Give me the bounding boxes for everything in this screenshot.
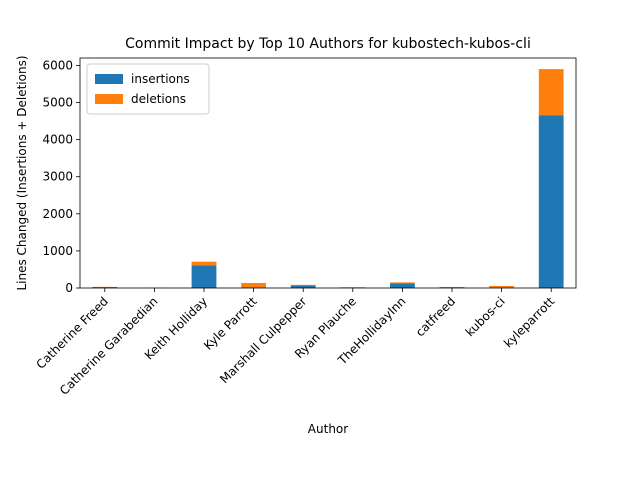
bar-deletions-3 [241, 282, 266, 288]
legend-swatch-insertions [95, 74, 123, 84]
y-tick-label-0: 0 [65, 281, 73, 295]
bar-deletions-8 [489, 285, 514, 288]
legend-swatch-deletions [95, 94, 123, 104]
bar-insertions-2 [191, 265, 217, 288]
x-tick-label-1: Catherine Garabedian [57, 294, 160, 397]
y-tick-label-4: 4000 [42, 133, 73, 147]
bar-deletions-6 [390, 282, 415, 284]
x-axis-label: Author [308, 422, 348, 436]
bar-deletions-9 [538, 69, 564, 116]
y-tick-label-2: 2000 [42, 207, 73, 221]
chart-title: Commit Impact by Top 10 Authors for kubo… [125, 36, 531, 52]
bar-insertions-9 [538, 115, 564, 288]
y-axis: 0 1000 2000 3000 4000 5000 6000 [42, 58, 80, 295]
y-tick-label-1: 1000 [42, 244, 73, 258]
bar-insertions-0 [92, 287, 118, 288]
x-tick-label-9: kyleparrott [501, 294, 557, 350]
bar-deletions-2 [191, 261, 217, 266]
y-tick-label-3: 3000 [42, 170, 73, 184]
legend: insertions deletions [86, 63, 210, 115]
y-tick-label-5: 5000 [42, 96, 73, 110]
y-tick-label-6: 6000 [42, 58, 73, 72]
legend-label-deletions: deletions [131, 92, 186, 106]
x-tick-label-8: kubos-ci [463, 294, 508, 339]
bar-insertions-7 [439, 287, 465, 288]
legend-label-insertions: insertions [131, 72, 190, 86]
bar-insertions-4 [290, 285, 316, 288]
bars [92, 69, 564, 288]
x-tick-label-4: Marshall Culpepper [217, 294, 309, 386]
plot-frame [79, 57, 577, 289]
bar-insertions-6 [390, 283, 415, 288]
y-axis-label: Lines Changed (Insertions + Deletions) [15, 55, 29, 290]
x-tick-label-7: catfreed [413, 294, 458, 339]
